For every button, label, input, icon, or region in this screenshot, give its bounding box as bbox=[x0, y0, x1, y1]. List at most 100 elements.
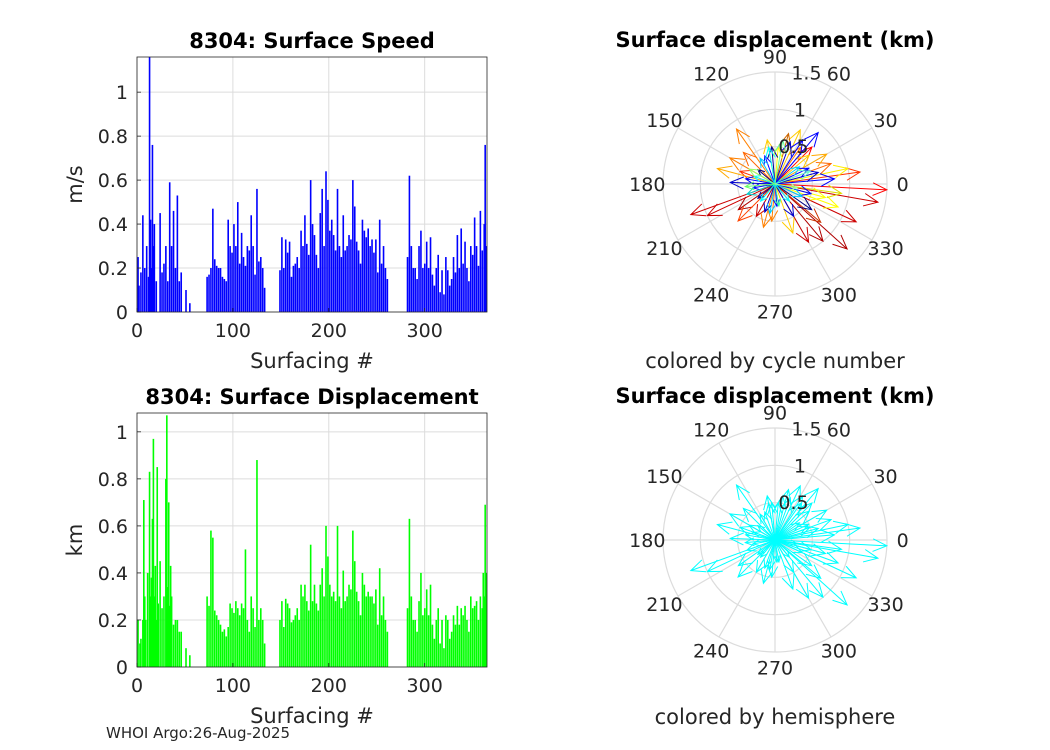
displacement-bar bbox=[448, 638, 451, 667]
speed-bar bbox=[292, 265, 295, 312]
speed-bar bbox=[279, 270, 281, 312]
speed-bar bbox=[475, 246, 478, 312]
speed-bar bbox=[138, 285, 140, 312]
displacement-bar bbox=[233, 612, 235, 667]
displacement-bar bbox=[382, 596, 385, 667]
speed-bar bbox=[238, 263, 241, 312]
speed-bar bbox=[206, 276, 208, 312]
displacement-bar bbox=[240, 603, 243, 667]
displacement-bar bbox=[244, 549, 247, 667]
speed-bar bbox=[288, 241, 291, 312]
speed-bar bbox=[258, 261, 260, 312]
polar-hemisphere-chart: 0 30 60 90 120 150 180 210 240 270 300 330 0.5 1 1.5 Su… bbox=[615, 384, 934, 729]
speed-bar bbox=[473, 217, 476, 312]
y-tick-label: 0.4 bbox=[98, 214, 128, 236]
speed-bar bbox=[429, 237, 432, 312]
speed-bar bbox=[348, 235, 350, 312]
displacement-arrow bbox=[774, 539, 791, 559]
x-tick-label: 100 bbox=[215, 675, 251, 697]
displacement-arrow bbox=[774, 525, 812, 541]
radius-tick-label: 1 bbox=[794, 99, 806, 121]
displacement-bar bbox=[294, 615, 297, 667]
chart-title: 8304: Surface Speed bbox=[189, 29, 435, 53]
displacement-bar bbox=[300, 584, 302, 667]
displacement-bar bbox=[307, 610, 310, 667]
y-tick-label: 1 bbox=[116, 82, 128, 104]
y-tick-label: 0.6 bbox=[98, 170, 128, 192]
displacement-arrow bbox=[744, 175, 776, 185]
displacement-bar bbox=[475, 601, 478, 667]
speed-bar bbox=[443, 294, 445, 312]
speed-bar bbox=[471, 254, 474, 312]
displacement-bar bbox=[150, 577, 153, 667]
y-axis-label: km bbox=[63, 524, 87, 557]
y-tick-label: 0.8 bbox=[98, 469, 128, 491]
displacement-bar bbox=[256, 460, 258, 667]
displacement-arrow bbox=[774, 183, 795, 218]
displacement-bar bbox=[473, 605, 476, 667]
displacement-arrow bbox=[706, 183, 776, 217]
displacement-arrow bbox=[737, 183, 776, 222]
displacement-bar bbox=[464, 605, 466, 667]
speed-bar bbox=[172, 210, 175, 312]
displacement-bar bbox=[168, 605, 171, 667]
y-tick-label: 0.4 bbox=[98, 563, 128, 585]
radius-tick-label: 1.5 bbox=[791, 419, 821, 441]
speed-bar bbox=[284, 239, 287, 312]
x-tick-label: 0 bbox=[131, 320, 143, 342]
displacement-bar bbox=[149, 596, 152, 667]
displacement-arrow bbox=[737, 539, 776, 578]
displacement-bar bbox=[170, 596, 173, 667]
speed-bar bbox=[334, 250, 337, 312]
x-tick-label: 200 bbox=[311, 320, 347, 342]
speed-bar bbox=[435, 268, 438, 312]
displacement-arrow bbox=[716, 521, 776, 541]
speed-bar bbox=[477, 265, 480, 312]
x-tick-label: 100 bbox=[215, 320, 251, 342]
speed-bar bbox=[420, 230, 422, 312]
footer-credit: WHOI Argo:26-Aug-2025 bbox=[106, 724, 291, 742]
angle-tick-label: 0 bbox=[897, 174, 909, 196]
displacement-bar bbox=[313, 584, 316, 667]
speed-chart: 0 100 200 300 0 0.2 0.4 0.6 0.8 1 8304: Surface Sp… bbox=[63, 29, 488, 373]
displacement-arrow bbox=[774, 183, 791, 203]
displacement-arrow bbox=[729, 176, 776, 190]
displacement-arrow bbox=[774, 487, 819, 541]
displacement-arrow bbox=[766, 183, 776, 215]
displacement-bar bbox=[154, 565, 157, 667]
displacement-bar bbox=[213, 610, 216, 667]
speed-bar bbox=[323, 246, 325, 312]
displacement-bar bbox=[446, 619, 449, 667]
displacement-bar bbox=[359, 615, 362, 667]
displacement-bar bbox=[229, 603, 231, 667]
displacement-arrow bbox=[737, 183, 776, 211]
displacement-arrow bbox=[774, 138, 787, 185]
x-tick-label: 0 bbox=[131, 675, 143, 697]
displacement-bar bbox=[290, 622, 293, 667]
polar-subtitle: colored by cycle number bbox=[645, 349, 905, 373]
speed-bar bbox=[484, 144, 486, 312]
displacement-arrow bbox=[774, 138, 804, 185]
displacement-arrow bbox=[774, 183, 795, 235]
displacement-arrow bbox=[774, 140, 792, 185]
displacement-bar bbox=[140, 638, 142, 667]
speed-bar bbox=[170, 246, 173, 312]
displacement-bar bbox=[406, 608, 409, 667]
displacement-bar bbox=[462, 615, 464, 667]
speed-bar bbox=[346, 246, 348, 312]
displacement-arrow bbox=[774, 494, 787, 541]
displacement-arrow bbox=[774, 539, 799, 547]
angle-tick-label: 240 bbox=[693, 641, 729, 663]
displacement-bar bbox=[375, 589, 377, 667]
speed-bar bbox=[375, 239, 377, 312]
displacement-bar bbox=[166, 415, 168, 667]
displacement-arrow bbox=[759, 157, 776, 185]
polar-spoke bbox=[774, 442, 832, 541]
speed-bar bbox=[153, 224, 156, 312]
displacement-bar bbox=[485, 572, 487, 667]
speed-bar bbox=[165, 246, 167, 312]
speed-bar bbox=[422, 268, 424, 312]
speed-bar bbox=[227, 219, 229, 312]
speed-bar bbox=[352, 180, 354, 312]
